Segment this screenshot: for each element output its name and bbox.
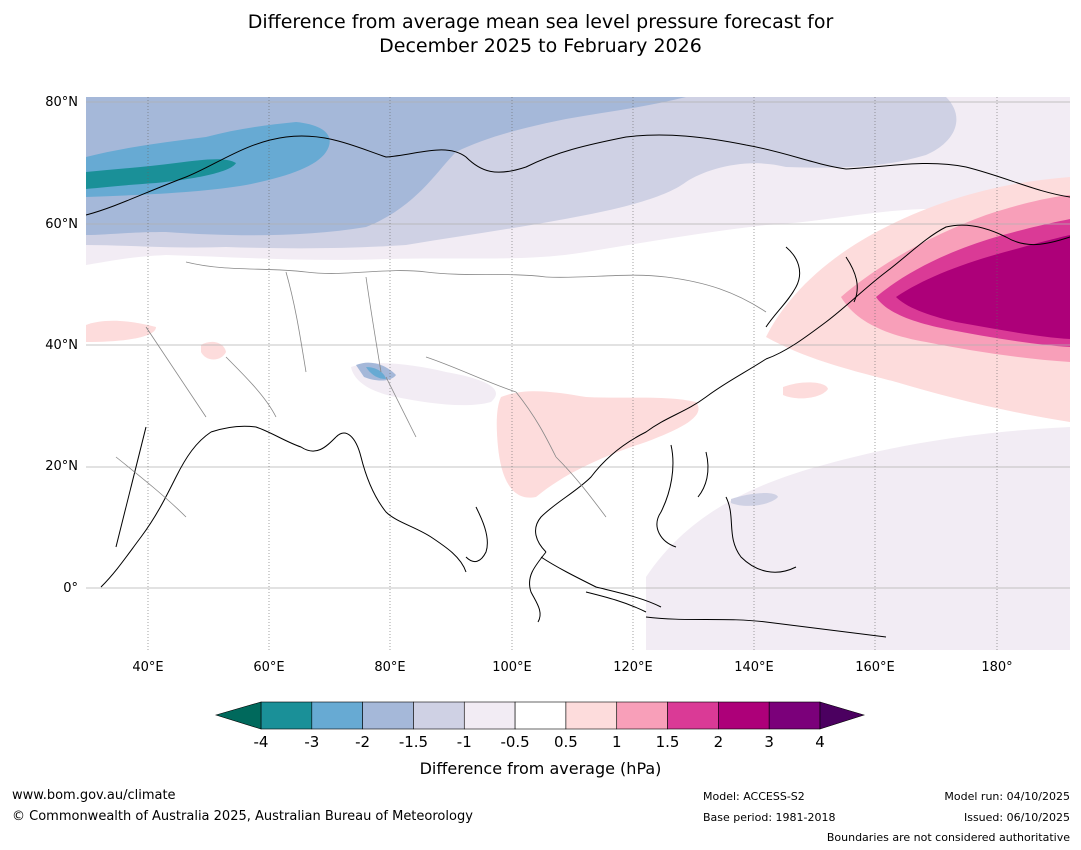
lat-label-40n: 40°N <box>45 338 78 353</box>
cb-tick: -1 <box>456 733 472 751</box>
footer-base-period: Base period: 1981-2018 <box>703 811 836 824</box>
cb-tick: 4 <box>815 733 825 751</box>
lat-label-80n: 80°N <box>45 95 78 110</box>
anomaly-region-pos-0.5-china <box>496 391 699 498</box>
cb-tick: -1.5 <box>398 733 429 751</box>
footer-website[interactable]: www.bom.gov.au/climate <box>12 788 176 803</box>
lon-label-180: 180° <box>981 660 1013 675</box>
cb-tick: 1 <box>611 733 622 751</box>
footer-model-run: Model run: 04/10/2025 <box>944 790 1070 803</box>
map-title: Difference from average mean sea level p… <box>0 10 1081 58</box>
anomaly-region-neg-south-small <box>731 493 778 506</box>
cb-tick: 3 <box>764 733 774 751</box>
cb-tick: -0.5 <box>500 733 530 751</box>
colorbar-bin <box>514 701 567 730</box>
colorbar-over-arrow <box>819 701 866 730</box>
colorbar-bin <box>362 701 414 730</box>
footer-copyright: © Commonwealth of Australia 2025, Austra… <box>12 809 473 824</box>
cb-tick: 2 <box>713 733 724 751</box>
lon-label-60e: 60°E <box>253 660 285 675</box>
colorbar-bin <box>413 701 465 730</box>
cb-tick: 0.5 <box>553 733 578 751</box>
cb-tick: -3 <box>304 733 320 751</box>
colorbar-bin <box>768 701 821 730</box>
anomaly-region-pos-0.5-pacific-small <box>783 382 828 399</box>
lat-label-60n: 60°N <box>45 217 78 232</box>
meridians <box>147 97 998 650</box>
colorbar-bin <box>311 701 363 730</box>
footer-model: Model: ACCESS-S2 <box>703 790 805 803</box>
anomaly-region-neg-3-north <box>86 159 236 189</box>
lat-label-20n: 20°N <box>45 459 78 474</box>
colorbar-bins <box>260 701 821 730</box>
title-line-2: December 2025 to February 2026 <box>379 35 702 57</box>
graticule <box>86 101 1070 589</box>
colorbar-bin <box>463 701 516 730</box>
anomaly-region-neg-south <box>646 427 1070 650</box>
coastlines <box>86 134 1070 638</box>
colorbar-bin <box>260 701 313 730</box>
borders <box>115 261 767 518</box>
pressure-anomaly-map <box>86 97 1070 650</box>
lon-label-80e: 80°E <box>374 660 406 675</box>
title-line-1: Difference from average mean sea level p… <box>247 11 834 33</box>
footer-disclaimer: Boundaries are not considered authoritat… <box>826 831 1070 844</box>
anomaly-region-pos-0.5-caspian <box>201 341 226 360</box>
colorbar-under-arrow <box>214 701 262 730</box>
anomaly-region-pos-2-pacific <box>896 235 1070 339</box>
lon-label-100e: 100°E <box>492 660 532 675</box>
lat-label-0: 0° <box>63 581 78 596</box>
cb-tick: 1.5 <box>655 733 680 751</box>
lon-label-140e: 140°E <box>734 660 774 675</box>
lon-label-160e: 160°E <box>855 660 895 675</box>
colorbar-bin <box>667 701 719 730</box>
lon-label-120e: 120°E <box>613 660 653 675</box>
map-canvas <box>86 97 1070 650</box>
colorbar-bin <box>718 701 770 730</box>
anomaly-region-pos-0.5-west <box>86 320 156 342</box>
footer-issued: Issued: 06/10/2025 <box>963 811 1070 824</box>
colorbar-bin <box>565 701 618 730</box>
cb-tick: -4 <box>253 733 269 751</box>
colorbar-label: Difference from average (hPa) <box>419 759 662 778</box>
anomaly-region-neg-tibet-core2 <box>366 367 386 379</box>
cb-tick: -2 <box>355 733 371 751</box>
colorbar-bin <box>616 701 668 730</box>
lon-label-40e: 40°E <box>132 660 164 675</box>
